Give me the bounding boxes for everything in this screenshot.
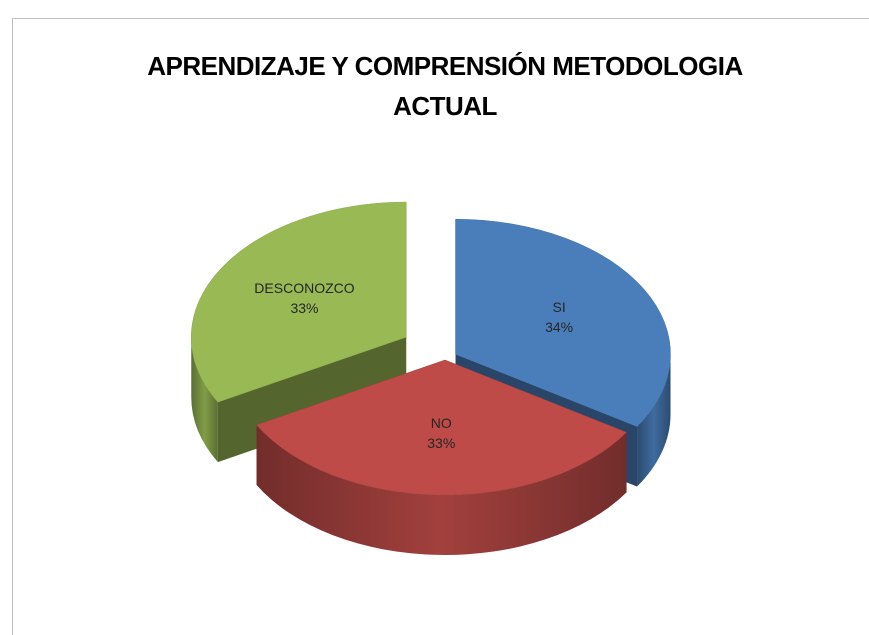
slice-category-label: NO [431, 415, 452, 431]
slice-outer-side [637, 354, 671, 487]
slice-value-label: 33% [290, 300, 318, 316]
slice-outer-side [256, 425, 627, 556]
chart-frame [12, 18, 869, 635]
slice-top [455, 218, 671, 427]
slice-category-label: SI [553, 299, 566, 315]
slice: DESCONOZCO 33% [191, 201, 407, 463]
slice-outer-side [191, 337, 218, 463]
slice: NO 33% [256, 359, 627, 556]
slice-top [191, 201, 407, 403]
slice-top [256, 359, 627, 496]
slice-value-label: 33% [427, 435, 455, 451]
slice-value-label: 34% [545, 319, 573, 335]
slice-category-label: DESCONOZCO [254, 280, 354, 296]
chart-title: APRENDIZAJE Y COMPRENSIÓN METODOLOGIA AC… [147, 51, 743, 121]
